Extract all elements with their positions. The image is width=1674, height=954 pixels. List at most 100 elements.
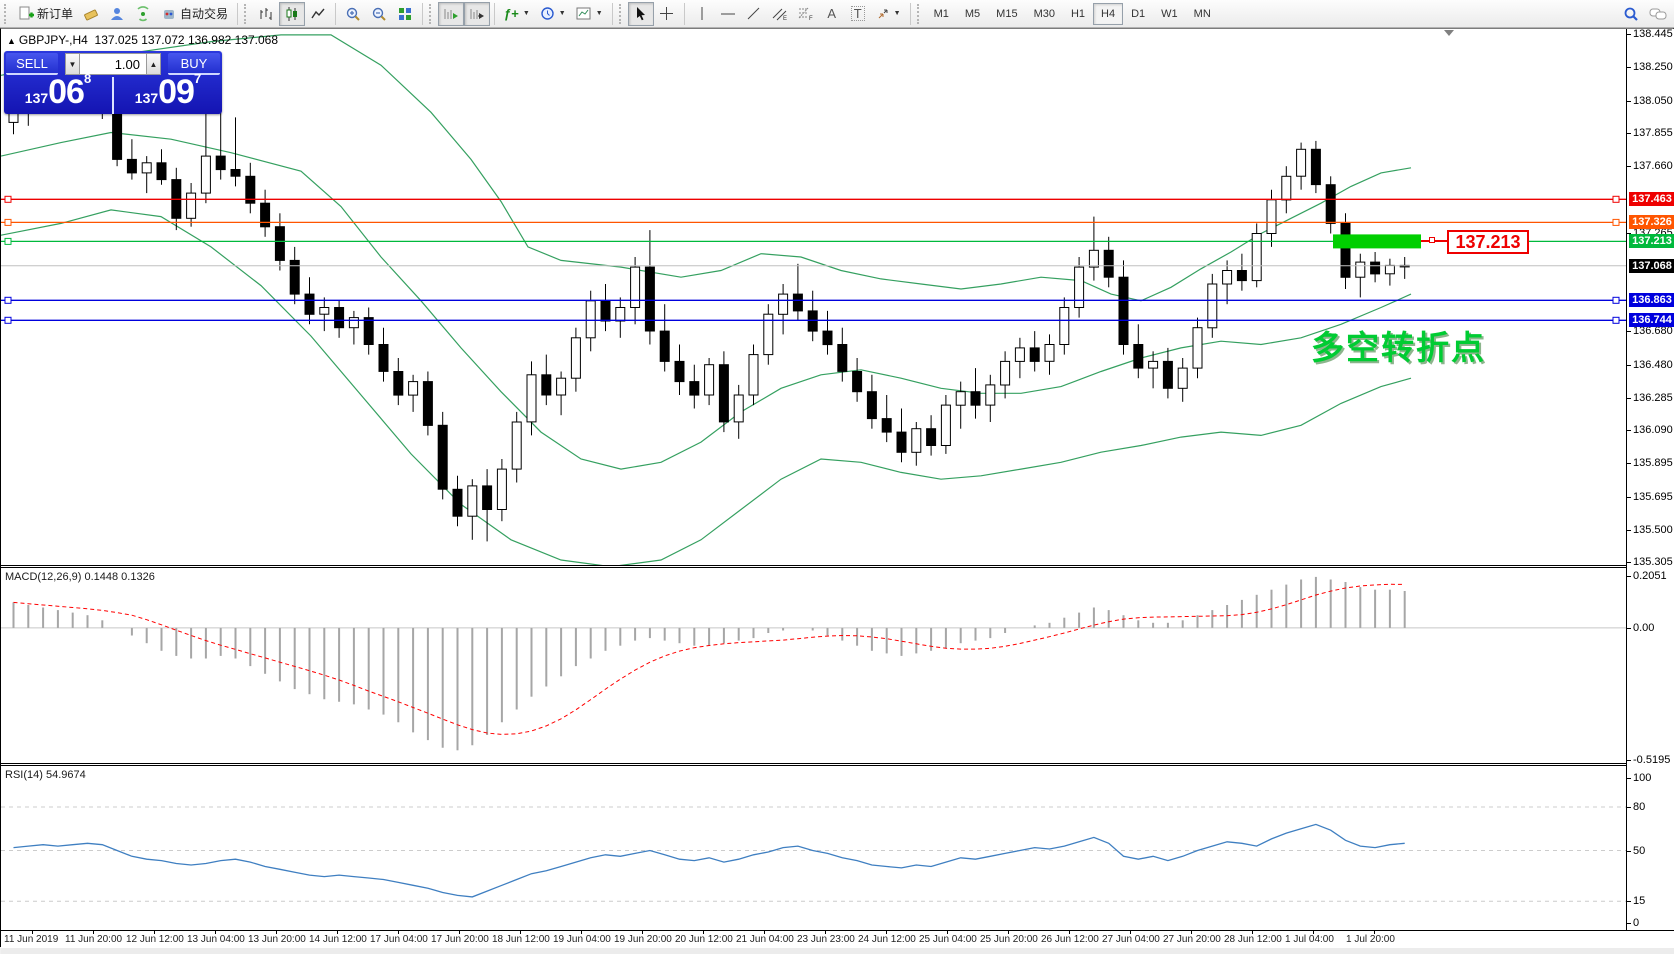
line-anchor-handle[interactable] xyxy=(4,218,12,226)
volume-input[interactable] xyxy=(80,53,146,75)
horizontal-line-button[interactable] xyxy=(715,2,741,26)
time-axis[interactable]: 11 Jun 2019 11 Jun 20:00 12 Jun 12:00 13 Ju… xyxy=(1,930,1674,948)
rsi-tick-label: 0 xyxy=(1633,917,1640,929)
macd-tick-label: -0.5195 xyxy=(1633,754,1671,767)
macd-chart[interactable] xyxy=(1,568,1626,763)
timeframe-mn[interactable]: MN xyxy=(1186,3,1219,25)
line-anchor-handle[interactable] xyxy=(4,237,12,245)
macd-tick-label: 0.00 xyxy=(1633,621,1655,634)
indicators-button[interactable]: ƒ+ ▼ xyxy=(499,2,535,26)
price-callout-anchor[interactable] xyxy=(1429,237,1435,243)
zoom-in-button[interactable] xyxy=(340,2,366,26)
templates-button[interactable]: ▼ xyxy=(571,2,608,26)
eraser-button[interactable] xyxy=(78,2,104,26)
buy-button[interactable]: BUY xyxy=(168,53,220,75)
auto-scroll-button[interactable] xyxy=(438,1,465,26)
timeframe-h1[interactable]: H1 xyxy=(1063,3,1093,25)
line-anchor-handle[interactable] xyxy=(4,195,12,203)
time-tick-label: 19 Jun 20:00 xyxy=(614,934,672,945)
toolbar-grip[interactable] xyxy=(429,3,434,24)
candle-down xyxy=(689,381,700,396)
arrows-button[interactable]: ▼ xyxy=(871,2,906,26)
candle-up xyxy=(526,374,537,423)
toolbar-grip[interactable] xyxy=(4,3,9,24)
rsi-pane[interactable]: RSI(14) 54.9674 xyxy=(1,766,1626,930)
periods-button[interactable]: ▼ xyxy=(535,2,571,26)
toolbar-grip[interactable] xyxy=(916,3,922,24)
line-anchor-handle[interactable] xyxy=(4,296,12,304)
autotrade-button[interactable]: 自动交易 xyxy=(156,2,233,26)
line-anchor-handle[interactable] xyxy=(1612,218,1620,226)
fibonacci-button[interactable]: F xyxy=(793,2,819,26)
chart-shift-button[interactable] xyxy=(464,1,491,26)
sell-price-area[interactable]: 137068 xyxy=(4,71,114,114)
chat-icon xyxy=(1649,8,1667,19)
candle-up xyxy=(1074,266,1085,309)
candle-up xyxy=(911,428,922,453)
line-anchor-handle[interactable] xyxy=(1612,195,1620,203)
main-chart-pane[interactable]: ▲ GBPJPY-,H4 137.025 137.072 136.982 137.… xyxy=(1,29,1626,565)
volume-decrease-button[interactable]: ▼ xyxy=(65,53,80,75)
candle-up xyxy=(585,300,596,339)
timeframe-m30[interactable]: M30 xyxy=(1026,3,1063,25)
rsi-tick xyxy=(1627,778,1631,779)
candle-up xyxy=(1222,270,1233,285)
timeframe-m1[interactable]: M1 xyxy=(926,3,957,25)
candle-up xyxy=(748,354,759,396)
time-tick xyxy=(520,931,521,934)
pane-divider[interactable] xyxy=(1,565,1674,568)
line-anchor-handle[interactable] xyxy=(4,316,12,324)
toolbar-grip[interactable] xyxy=(244,3,249,24)
sell-button[interactable]: SELL xyxy=(6,53,58,75)
rsi-tick-label: 100 xyxy=(1633,772,1652,784)
timeframe-h4[interactable]: H4 xyxy=(1093,2,1124,25)
zoom-out-button[interactable] xyxy=(366,2,392,26)
chart-shift-marker[interactable] xyxy=(1444,30,1454,36)
buy-price-area[interactable]: 137097 xyxy=(114,71,222,114)
volume-increase-button[interactable]: ▲ xyxy=(146,53,161,75)
line-chart-button[interactable] xyxy=(305,2,331,26)
tile-windows-button[interactable] xyxy=(392,2,418,26)
text-label-button[interactable]: T xyxy=(845,2,871,26)
timeframe-d1[interactable]: D1 xyxy=(1123,3,1153,25)
text-button[interactable]: A xyxy=(819,2,845,26)
highlight-zone[interactable] xyxy=(1333,234,1421,249)
signal-button[interactable] xyxy=(130,2,156,26)
equidistant-channel-button[interactable]: E xyxy=(767,2,793,26)
candle-down xyxy=(304,293,315,315)
time-tick xyxy=(764,931,765,934)
candle-up xyxy=(1251,233,1262,282)
chat-button[interactable] xyxy=(1644,2,1672,26)
candlestick-chart-button[interactable] xyxy=(279,1,306,26)
line-anchor-handle[interactable] xyxy=(1612,296,1620,304)
macd-tick-label: 0.2051 xyxy=(1633,569,1667,582)
time-tick-label: 17 Jun 04:00 xyxy=(370,934,428,945)
macd-pane[interactable]: MACD(12,26,9) 0.1448 0.1326 xyxy=(1,568,1626,763)
rsi-line xyxy=(13,823,1405,898)
crosshair-button[interactable] xyxy=(654,2,680,26)
rsi-chart[interactable] xyxy=(1,766,1626,930)
symbol-collapse-icon[interactable]: ▲ xyxy=(7,36,16,46)
bar-chart-button[interactable] xyxy=(253,2,279,26)
price-tick xyxy=(1627,133,1631,135)
pane-divider[interactable] xyxy=(1,763,1674,766)
candle-up xyxy=(733,394,744,423)
time-tick xyxy=(459,931,460,934)
time-tick xyxy=(398,931,399,934)
new-order-button[interactable]: 新订单 xyxy=(13,2,78,26)
trendline-button[interactable] xyxy=(741,2,767,26)
price-chart[interactable] xyxy=(1,29,1626,565)
profile-button[interactable] xyxy=(104,2,130,26)
price-callout-label[interactable]: 137.213 xyxy=(1447,230,1529,254)
timeframe-m5[interactable]: M5 xyxy=(957,3,988,25)
bar-chart-icon xyxy=(260,7,272,20)
price-axis[interactable]: 138.445 138.250 138.050 137.855 137.660 137.2… xyxy=(1626,28,1674,930)
cursor-button[interactable] xyxy=(627,1,654,26)
toolbar-separator xyxy=(683,2,685,25)
line-anchor-handle[interactable] xyxy=(1612,316,1620,324)
toolbar-grip[interactable] xyxy=(618,3,624,24)
timeframe-m15[interactable]: M15 xyxy=(988,3,1025,25)
vertical-line-button[interactable] xyxy=(689,2,715,26)
timeframe-w1[interactable]: W1 xyxy=(1153,3,1186,25)
search-button[interactable] xyxy=(1618,2,1644,26)
